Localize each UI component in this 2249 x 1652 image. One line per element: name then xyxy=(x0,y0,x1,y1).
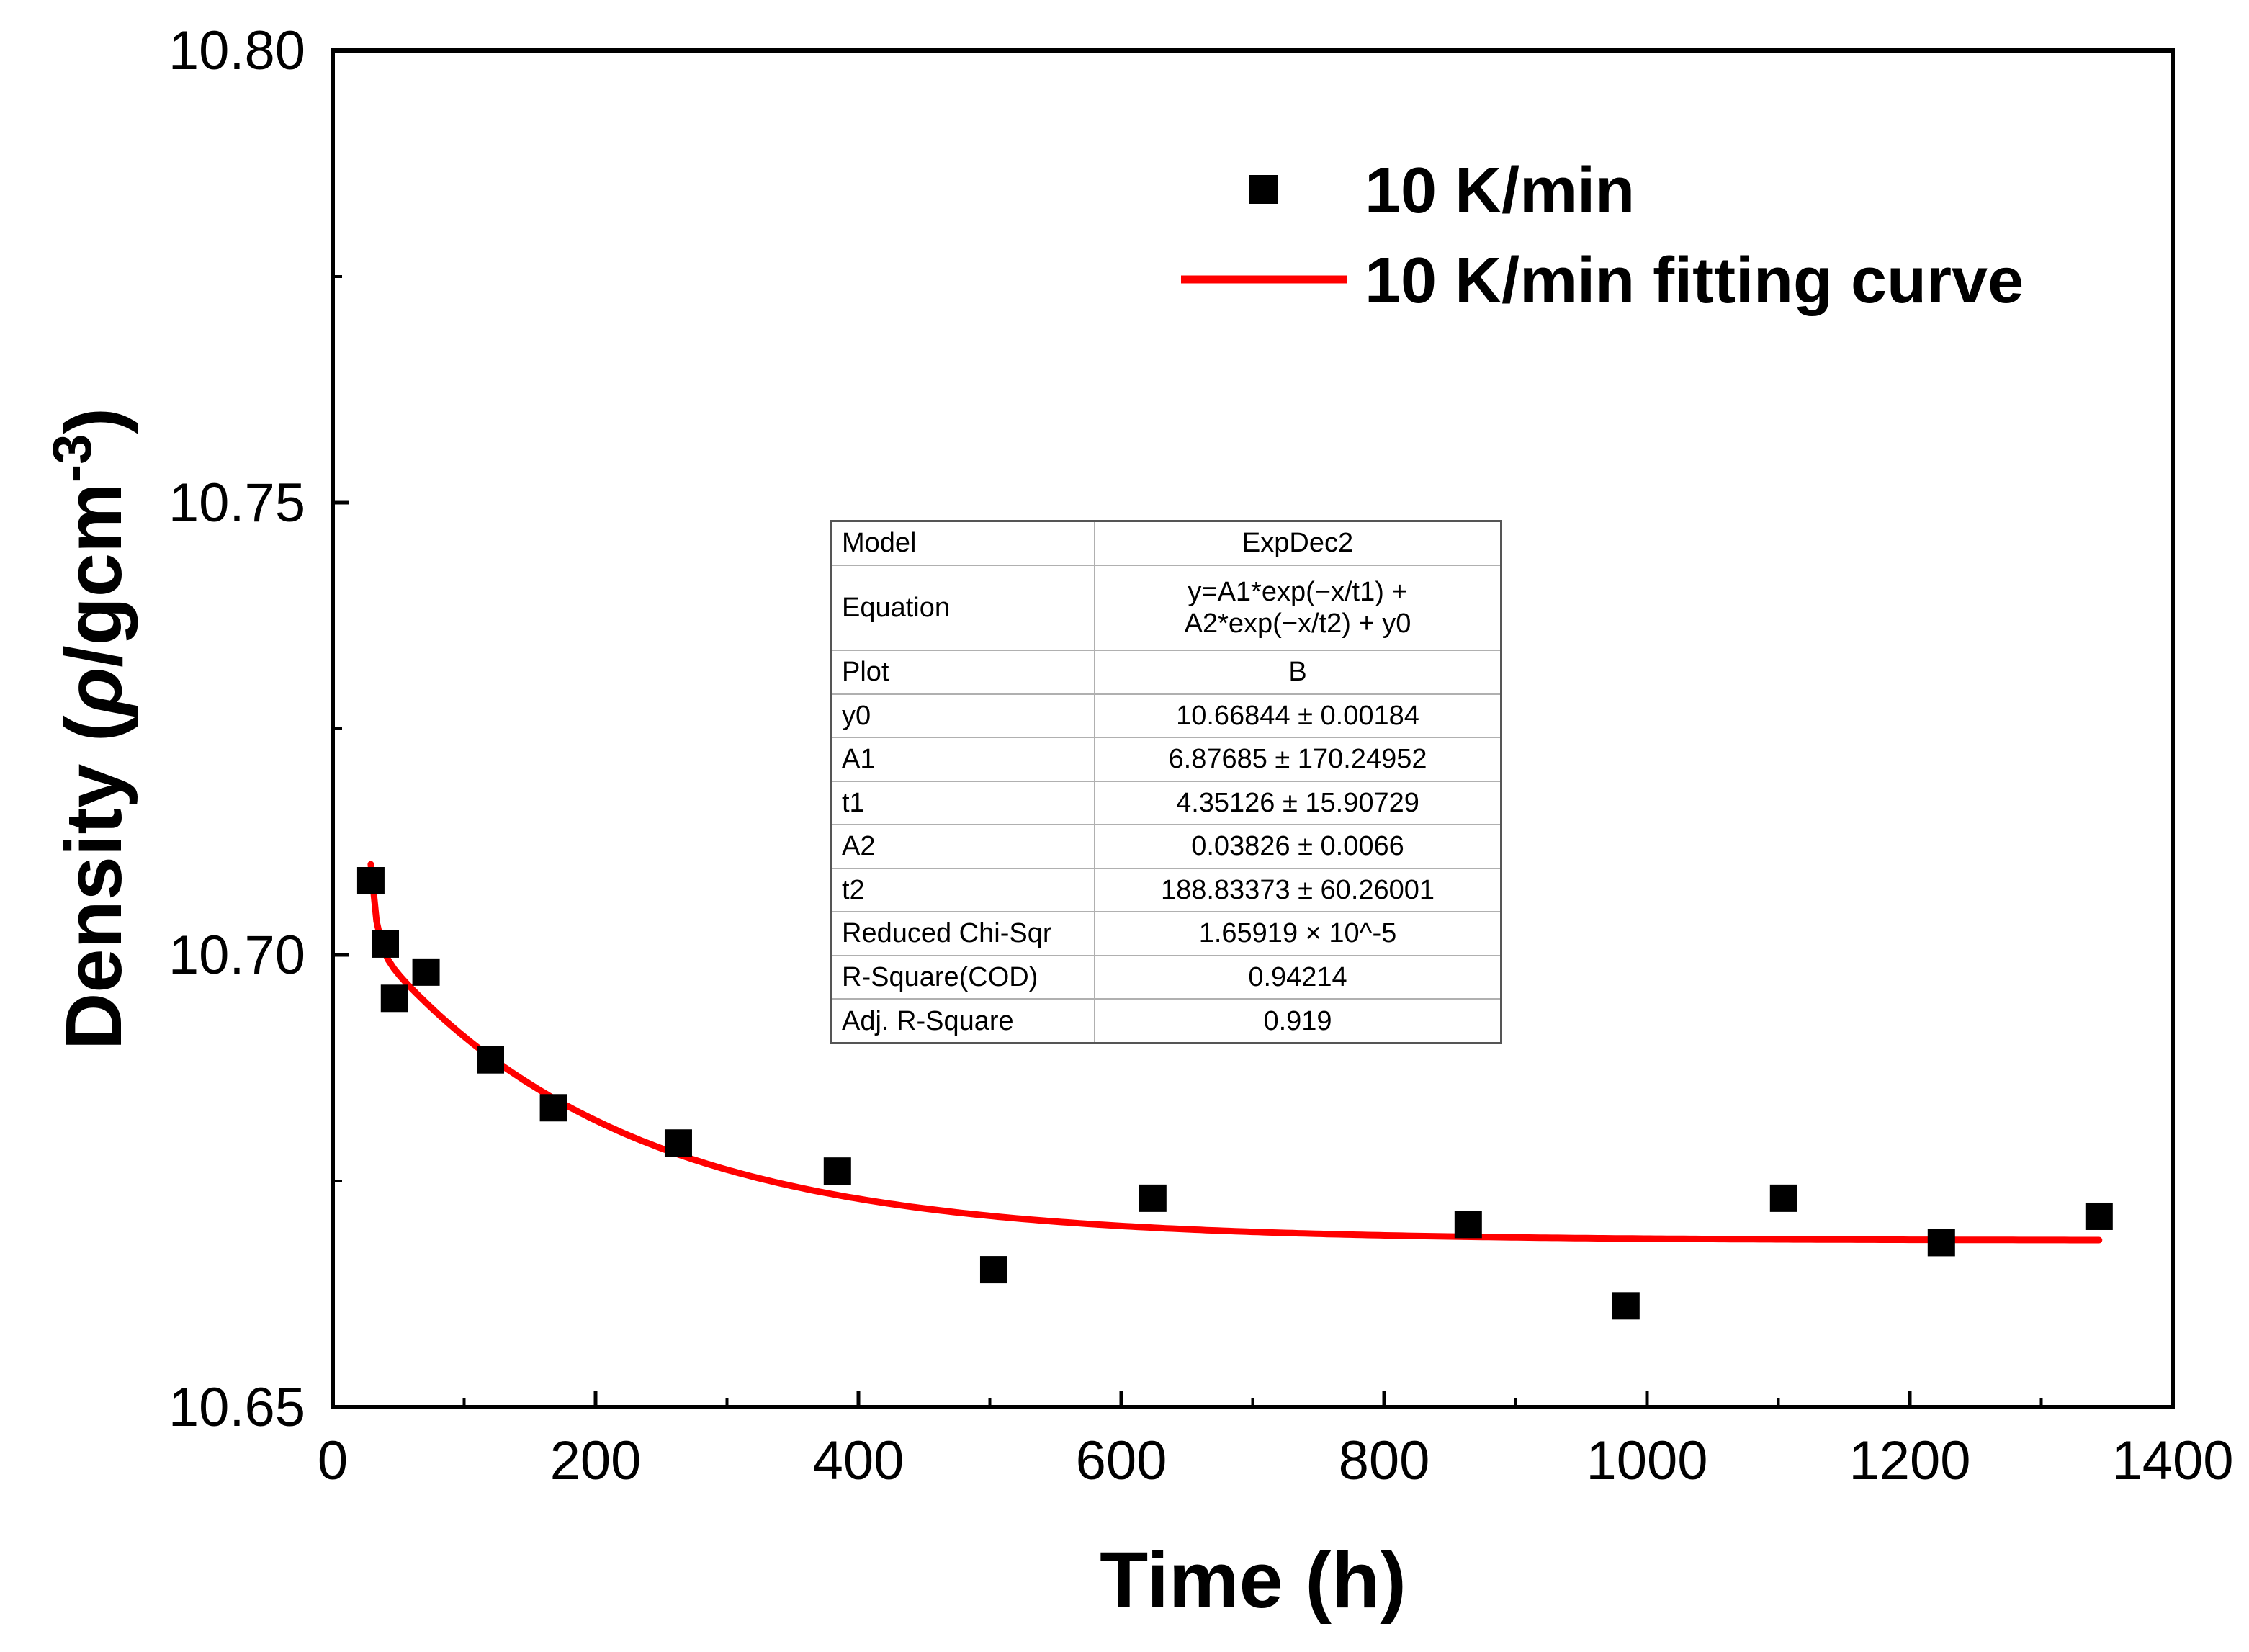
y-tick-label: 10.65 xyxy=(169,1377,305,1438)
legend-marker-square xyxy=(1249,175,1278,204)
fit-table-row: A2 0.03826 ± 0.0066 xyxy=(830,824,1502,869)
axis-tick-labels: 0 200 400 600 800 1000 1200 1400 10.65 10.70 10.75… xyxy=(169,20,2234,1491)
fit-table-value: 0.03826 ± 0.0066 xyxy=(1094,824,1502,869)
fit-table-row: y0 10.66844 ± 0.00184 xyxy=(830,693,1502,739)
fit-table-row: Reduced Chi-Sqr 1.65919 × 10^-5 xyxy=(830,911,1502,956)
data-point xyxy=(823,1157,851,1185)
fit-table-value: y=A1*exp(−x/t1) + A2*exp(−x/t2) + y0 xyxy=(1094,564,1502,652)
data-point xyxy=(477,1046,504,1074)
data-point xyxy=(664,1129,692,1157)
fit-table-value: 4.35126 ± 15.90729 xyxy=(1094,780,1502,826)
fit-table-key: y0 xyxy=(830,693,1095,739)
x-tick-label: 1000 xyxy=(1586,1430,1707,1491)
fit-table-key: Equation xyxy=(830,564,1095,652)
fit-table-row: t1 4.35126 ± 15.90729 xyxy=(830,780,1502,826)
fit-table-value: 188.83373 ± 60.26001 xyxy=(1094,867,1502,913)
fit-table-value: 1.65919 × 10^-5 xyxy=(1094,911,1502,956)
x-tick-label: 0 xyxy=(318,1430,348,1491)
x-axis-title: Time (h) xyxy=(1100,1536,1406,1625)
data-point xyxy=(1769,1184,1797,1212)
data-point xyxy=(380,984,408,1013)
fit-table-key: R-Square(COD) xyxy=(830,954,1095,1000)
fit-table-value: 10.66844 ± 0.00184 xyxy=(1094,693,1502,739)
fit-table-row: Plot B xyxy=(830,650,1502,695)
y-tick-label: 10.70 xyxy=(169,925,305,986)
y-axis-title-close: ) xyxy=(50,408,138,434)
legend-label-fit: 10 K/min fitting curve xyxy=(1365,245,2024,317)
y-tick-label: 10.80 xyxy=(169,20,305,81)
data-point xyxy=(356,867,385,895)
y-axis-title: Density (ρ/gcm-3) xyxy=(42,408,139,1050)
fit-table-value: 0.94214 xyxy=(1094,954,1502,1000)
fit-table-value: B xyxy=(1094,650,1502,695)
data-point xyxy=(1927,1229,1955,1257)
y-axis-title-unit: /gcm xyxy=(50,482,138,668)
legend: 10 K/min 10 K/min fitting curve xyxy=(1181,155,2024,317)
x-tick-label: 800 xyxy=(1339,1430,1430,1491)
fit-table-row: Model ExpDec2 xyxy=(830,520,1502,566)
data-point xyxy=(1139,1184,1167,1212)
fitting-curve-line xyxy=(367,861,2103,1244)
fit-table-key: Adj. R-Square xyxy=(830,998,1095,1044)
legend-label-data: 10 K/min xyxy=(1365,155,1635,227)
fit-table-key: Model xyxy=(830,520,1095,566)
fit-table-row: t2 188.83373 ± 60.26001 xyxy=(830,867,1502,913)
x-tick-label: 400 xyxy=(813,1430,904,1491)
fit-table-key: t2 xyxy=(830,867,1095,913)
data-point xyxy=(539,1094,567,1122)
data-point xyxy=(1454,1211,1482,1239)
fit-table-value: ExpDec2 xyxy=(1094,520,1502,566)
data-points xyxy=(356,867,2113,1320)
y-axis-title-rho: ρ xyxy=(50,668,138,718)
fit-table-row: R-Square(COD) 0.94214 xyxy=(830,954,1502,1000)
x-tick-label: 1200 xyxy=(1849,1430,1970,1491)
fit-table-value: 0.919 xyxy=(1094,998,1502,1044)
data-point xyxy=(1612,1292,1640,1320)
fit-table-row: A1 6.87685 ± 170.24952 xyxy=(830,737,1502,782)
y-axis-title-sup: -3 xyxy=(42,434,103,483)
fit-table-key: t1 xyxy=(830,780,1095,826)
fit-table-key: Plot xyxy=(830,650,1095,695)
fit-table-row: Adj. R-Square 0.919 xyxy=(830,998,1502,1044)
data-point xyxy=(372,930,399,958)
y-axis-title-main: Density ( xyxy=(50,715,138,1050)
data-point xyxy=(412,958,440,986)
fit-parameters-table: Model ExpDec2 Equation y=A1*exp(−x/t1) + A2… xyxy=(830,520,1502,1044)
axis-ticks xyxy=(331,48,2175,1409)
x-tick-label: 200 xyxy=(550,1430,642,1491)
x-tick-label: 1400 xyxy=(2111,1430,2233,1491)
data-point xyxy=(979,1256,1007,1284)
fit-table-value: 6.87685 ± 170.24952 xyxy=(1094,737,1502,782)
y-tick-label: 10.75 xyxy=(169,472,305,534)
fit-table-key: Reduced Chi-Sqr xyxy=(830,911,1095,956)
fit-table-row: Equation y=A1*exp(−x/t1) + A2*exp(−x/t2) … xyxy=(830,564,1502,652)
data-point xyxy=(2085,1202,2113,1230)
fit-table-key: A1 xyxy=(830,737,1095,782)
fit-table-key: A2 xyxy=(830,824,1095,869)
x-tick-label: 600 xyxy=(1076,1430,1167,1491)
